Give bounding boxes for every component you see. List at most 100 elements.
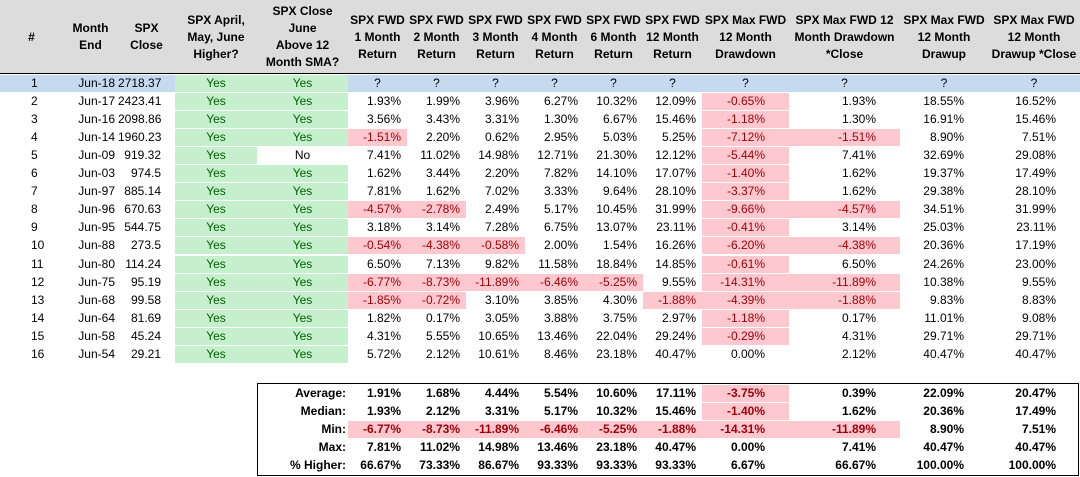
return-cell: -4.38% xyxy=(407,237,466,255)
return-cell: 2.12% xyxy=(425,346,460,361)
return-cell: 20.36% xyxy=(923,238,964,253)
summary-row: Max: 7.81% 11.02% 14.98% 13.46% 23.18% 40.47% 0… xyxy=(0,439,1080,456)
return-cell: -1.85% xyxy=(348,291,407,309)
summary-label: Average: xyxy=(295,386,346,400)
return-cell: 40.47% xyxy=(923,346,964,361)
higher-flag-cell: Yes xyxy=(175,165,257,183)
return-cell: 29.38% xyxy=(923,184,964,199)
column-header: SPX Max FWD 12 Month Drawdown xyxy=(704,12,787,61)
return-cell: 32.69% xyxy=(923,148,964,163)
return-cell: 7.28% xyxy=(484,220,519,235)
table-row: 14 Jun-64 81.69 Yes Yes 1.82% 0.17% 3.05% 3.88% 3… xyxy=(0,309,1080,327)
sma-flag-cell: Yes xyxy=(257,165,348,183)
return-cell: 0.17% xyxy=(425,310,460,325)
return-cell: 16.26% xyxy=(655,238,696,253)
return-cell: -6.46% xyxy=(525,273,584,291)
spx-close-cell: 29.21 xyxy=(130,346,161,361)
return-cell: -11.89% xyxy=(466,273,525,291)
row-number: 11 xyxy=(31,256,44,271)
return-cell: ? xyxy=(492,76,499,90)
summary-label: Min: xyxy=(321,422,346,437)
return-cell: 28.10% xyxy=(655,184,696,199)
return-cell: 1.62% xyxy=(366,166,401,181)
sma-flag-cell: Yes xyxy=(257,183,348,201)
spx-close-cell: 2718.37 xyxy=(118,76,162,90)
summary-value: 11.02% xyxy=(419,440,460,455)
return-cell: 15.46% xyxy=(655,112,696,127)
return-cell: 16.52% xyxy=(1015,94,1056,109)
summary-value: 0.39% xyxy=(841,386,876,400)
return-cell: 1.99% xyxy=(425,94,460,109)
row-number: 9 xyxy=(31,220,38,235)
return-cell: 7.51% xyxy=(1021,130,1056,145)
return-cell: -7.12% xyxy=(702,129,789,147)
return-cell: -8.73% xyxy=(407,273,466,291)
row-number: 4 xyxy=(31,130,38,145)
higher-flag-cell: Yes xyxy=(175,273,257,291)
table-row: 1 Jun-18 2718.37 Yes Yes?????????? xyxy=(0,75,1080,92)
return-cell: 1.82% xyxy=(366,310,401,325)
return-cell: 9.82% xyxy=(484,256,519,271)
spx-close-cell: 885.14 xyxy=(124,184,161,199)
return-cell: 34.51% xyxy=(923,202,964,217)
table-row: 10 Jun-88 273.5 Yes Yes -0.54% -4.38% -0.58% 2.0… xyxy=(0,237,1080,255)
return-cell: 6.67% xyxy=(602,112,637,127)
summary-value: 7.41% xyxy=(841,440,876,455)
return-cell: 7.82% xyxy=(543,166,578,181)
summary-value: 10.60% xyxy=(596,386,637,400)
month-end-cell: Jun-68 xyxy=(78,292,115,307)
return-cell: 6.50% xyxy=(366,256,401,271)
return-cell: 11.01% xyxy=(924,310,964,325)
return-cell: 8.90% xyxy=(929,130,964,145)
sma-flag-cell: Yes xyxy=(257,327,348,345)
month-end-cell: Jun-09 xyxy=(78,148,115,163)
return-cell: 12.09% xyxy=(655,94,696,109)
table-row: 16 Jun-54 29.21 Yes Yes 5.72% 2.12% 10.61% 8.46%… xyxy=(0,345,1080,363)
return-cell: 3.96% xyxy=(484,94,519,109)
summary-value: 4.44% xyxy=(484,386,519,400)
higher-flag-cell: Yes xyxy=(175,201,257,219)
month-end-cell: Jun-17 xyxy=(78,94,115,109)
return-cell: -5.44% xyxy=(702,147,789,165)
return-cell: -1.88% xyxy=(643,291,702,309)
higher-flag-cell: Yes xyxy=(175,75,257,92)
return-cell: 22.04% xyxy=(596,328,637,343)
summary-value: 23.18% xyxy=(596,440,637,455)
table-row: 6 Jun-03 974.5 Yes Yes 1.62% 3.44% 2.20% 7.82% 14… xyxy=(0,165,1080,183)
summary-value: 20.47% xyxy=(1015,386,1056,400)
summary-value: -14.31% xyxy=(702,421,789,439)
column-header: SPX Close xyxy=(130,21,163,52)
higher-flag-cell: Yes xyxy=(175,237,257,255)
higher-flag-cell: Yes xyxy=(175,327,257,345)
month-end-cell: Jun-97 xyxy=(78,184,115,199)
return-cell: 2.20% xyxy=(425,130,460,145)
summary-row: Median: 1.93% 2.12% 3.31% 5.17% 10.32% 15.46% -… xyxy=(0,403,1080,421)
return-cell: 5.03% xyxy=(602,130,637,145)
summary-value: 73.33% xyxy=(419,458,460,473)
return-cell: 14.85% xyxy=(655,256,696,271)
table-row: 8 Jun-96 670.63 Yes Yes -4.57% -2.78% 2.49% 5.17… xyxy=(0,201,1080,219)
return-cell: 2.20% xyxy=(484,166,519,181)
return-cell: -0.41% xyxy=(702,219,789,237)
month-end-cell: Jun-95 xyxy=(78,220,115,235)
summary-label: Median: xyxy=(300,404,346,419)
column-header: SPX FWD 4 Month Return xyxy=(527,12,582,61)
return-cell: 8.83% xyxy=(1021,292,1056,307)
return-cell: 7.13% xyxy=(425,256,460,271)
summary-value: 40.47% xyxy=(1015,440,1056,455)
summary-value: 40.47% xyxy=(923,440,964,455)
return-cell: 3.33% xyxy=(543,184,578,199)
return-cell: 3.75% xyxy=(602,310,637,325)
return-cell: 5.17% xyxy=(543,202,578,217)
return-cell: 1.30% xyxy=(841,112,876,127)
table-row: 3 Jun-16 2098.86 Yes Yes 3.56% 3.43% 3.31% 1.30%… xyxy=(0,111,1080,129)
spx-close-cell: 2423.41 xyxy=(118,94,162,109)
return-cell: -1.88% xyxy=(789,291,900,309)
return-cell: 3.18% xyxy=(366,220,401,235)
higher-flag-cell: Yes xyxy=(175,147,257,165)
row-number: 8 xyxy=(31,202,38,217)
column-header: SPX FWD 2 Month Return xyxy=(409,12,464,61)
higher-flag-cell: Yes xyxy=(175,291,257,309)
return-cell: 7.81% xyxy=(366,184,401,199)
summary-value: 15.46% xyxy=(655,404,696,419)
